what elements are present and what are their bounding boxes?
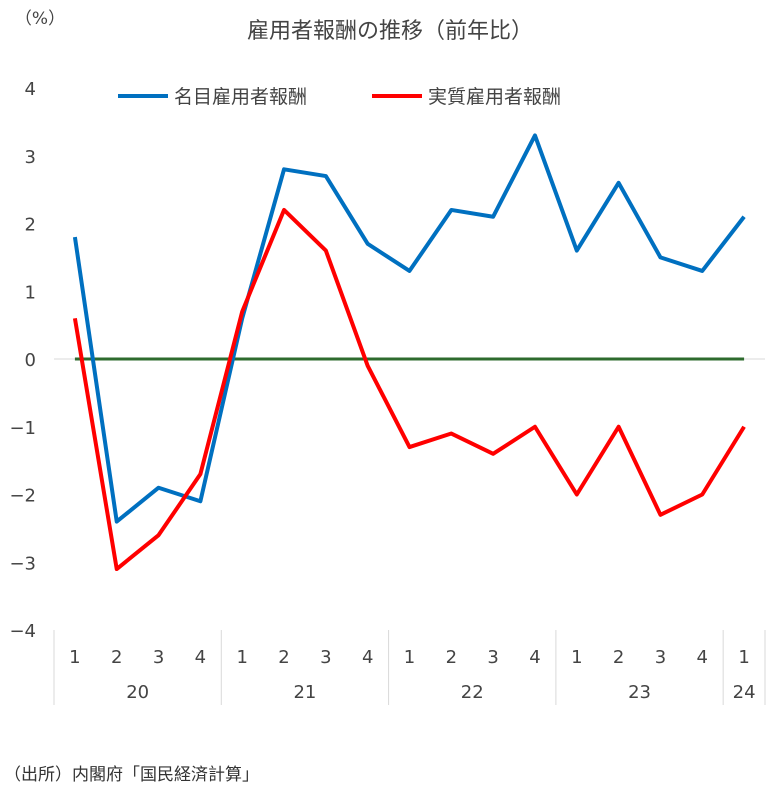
y-tick-label: 1: [25, 282, 36, 303]
source-note: （出所）内閣府「国民経済計算」: [4, 765, 259, 785]
y-tick-label: 3: [25, 147, 36, 168]
series-line: [72, 207, 746, 572]
legend-label: 名目雇用者報酬: [174, 86, 307, 108]
x-tick-label: 1: [236, 647, 247, 668]
x-tick-label: 2: [446, 647, 457, 668]
year-label: 24: [733, 682, 756, 703]
y-axis-unit-label: （%）: [15, 9, 65, 29]
y-tick-label: 4: [25, 79, 36, 100]
y-tick-label: 0: [25, 350, 36, 371]
series-line: [72, 133, 746, 524]
legend: 名目雇用者報酬 実質雇用者報酬: [118, 86, 561, 108]
y-tick-label: −4: [9, 621, 36, 642]
x-tick-label: 3: [320, 647, 331, 668]
x-tick-label: 4: [362, 647, 373, 668]
x-tick-label: 3: [655, 647, 666, 668]
year-label: 23: [628, 682, 651, 703]
x-tick-label: 4: [697, 647, 708, 668]
year-label: 20: [126, 682, 149, 703]
x-tick-label: 1: [404, 647, 415, 668]
y-tick-label: −3: [9, 553, 36, 574]
y-tick-label: 2: [25, 215, 36, 236]
x-tick-label: 2: [111, 647, 122, 668]
y-axis: 4 3 2 1 0 −1 −2 −3 −4: [9, 79, 765, 642]
series-lines: [72, 133, 746, 572]
x-tick-label: 3: [487, 647, 498, 668]
y-tick-label: −2: [9, 486, 36, 507]
x-tick-label: 1: [69, 647, 80, 668]
y-tick-label: −1: [9, 418, 36, 439]
x-tick-label: 1: [738, 647, 749, 668]
x-tick-label: 1: [571, 647, 582, 668]
x-tick-label: 4: [195, 647, 206, 668]
year-label: 22: [461, 682, 484, 703]
line-chart: 雇用者報酬の推移（前年比） （%） 名目雇用者報酬 実質雇用者報酬 43210−1…: [9, 9, 766, 705]
x-tick-label: 4: [529, 647, 540, 668]
x-axis: 1 2 3 4 1 2 3 4 1 2 3 4 1 2 3 4 120 21 22 23 24: [53, 630, 766, 705]
x-tick-label: 3: [153, 647, 164, 668]
legend-label: 実質雇用者報酬: [428, 86, 561, 108]
year-label: 21: [293, 682, 316, 703]
x-tick-label: 2: [278, 647, 289, 668]
x-tick-label: 2: [613, 647, 624, 668]
chart-title: 雇用者報酬の推移（前年比）: [247, 19, 533, 44]
